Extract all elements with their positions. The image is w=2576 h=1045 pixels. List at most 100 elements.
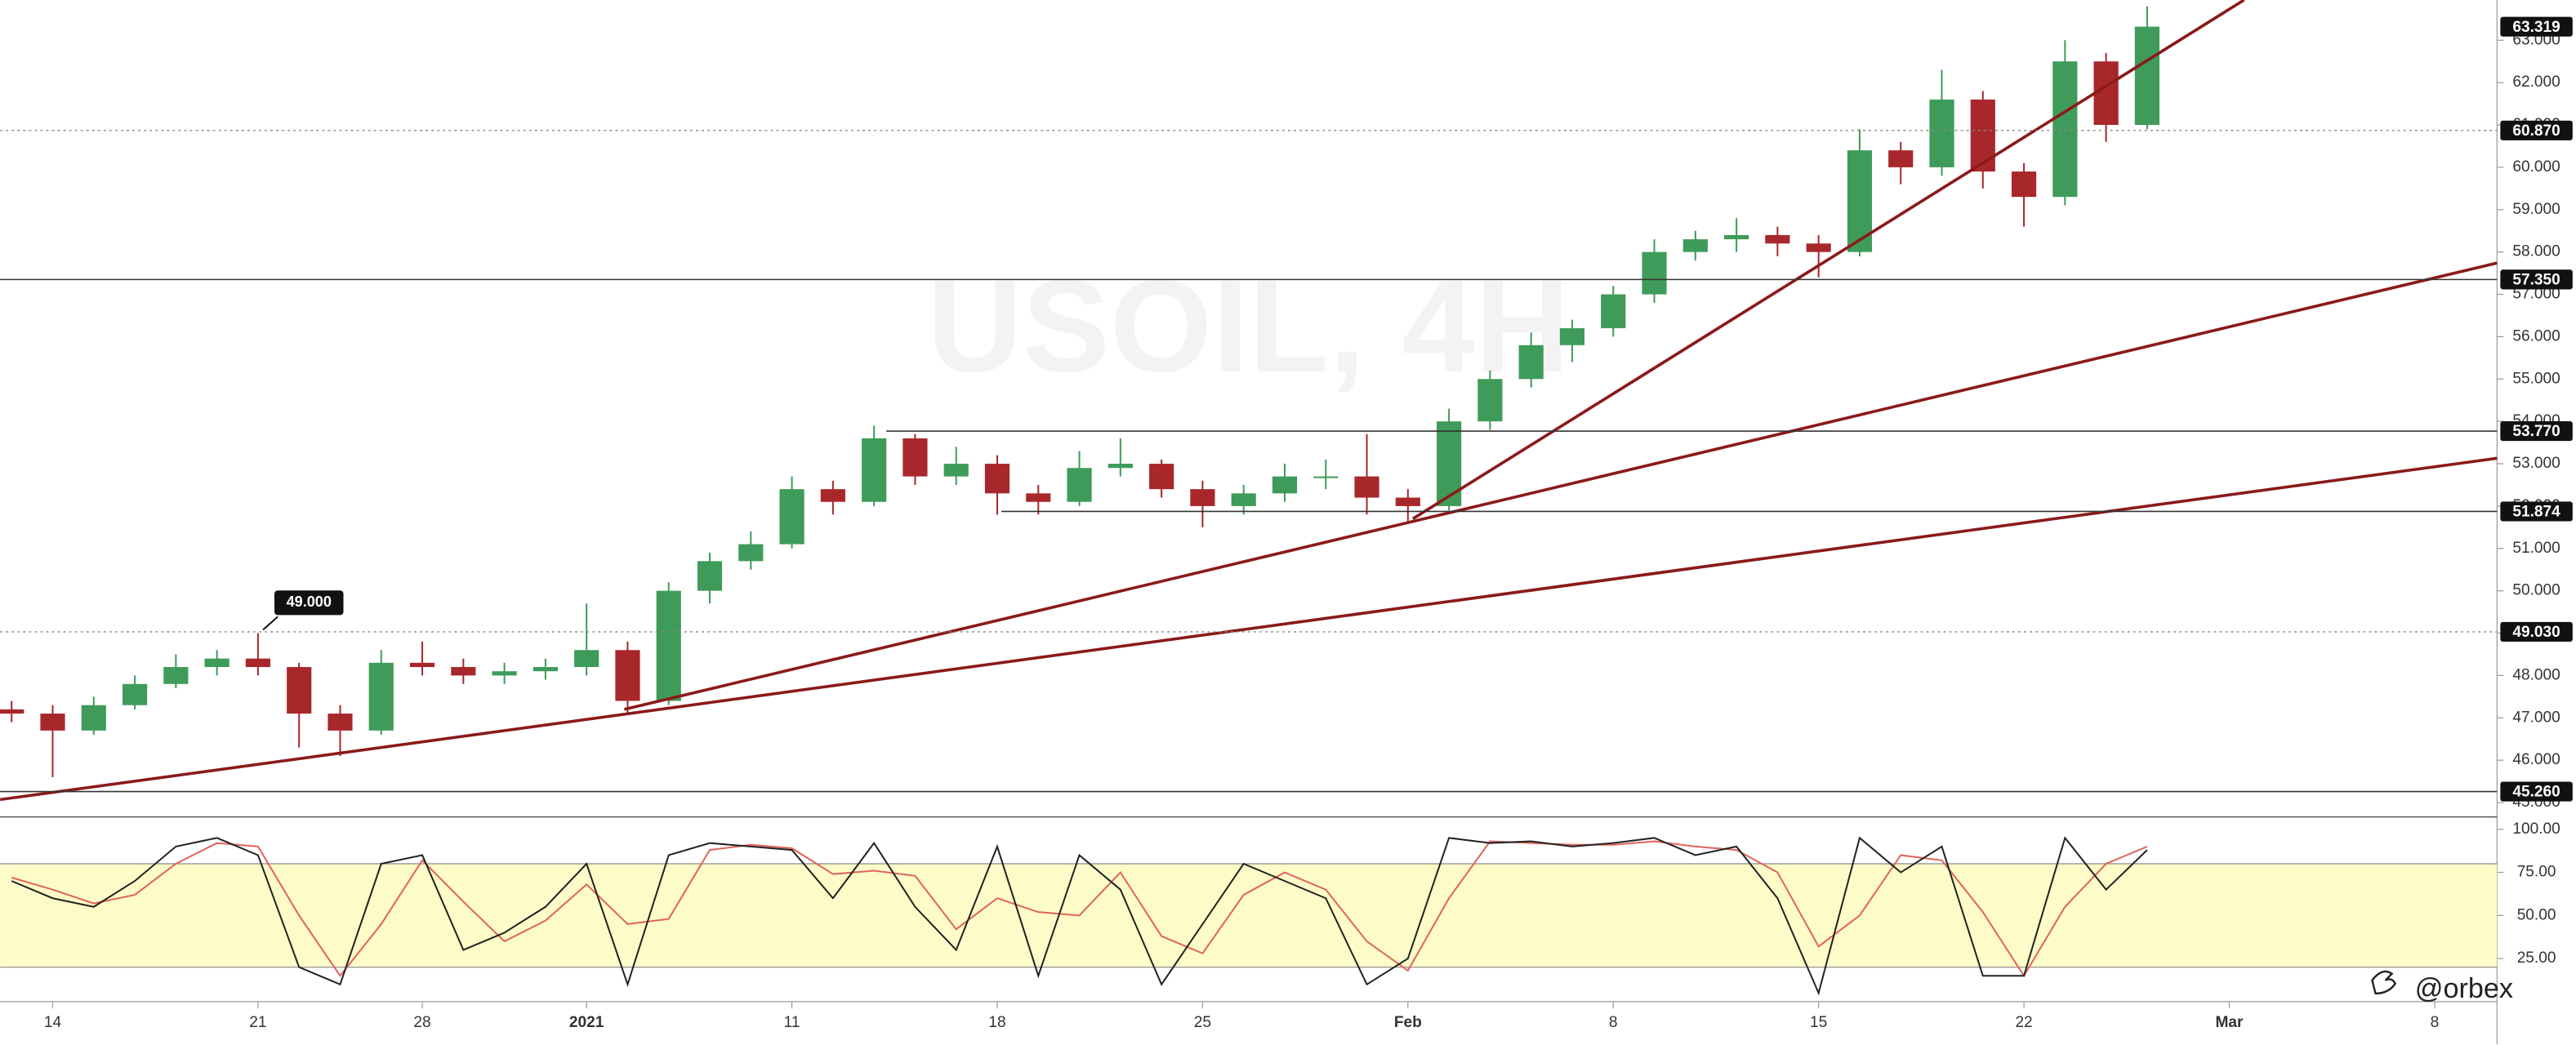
level-tag — [2500, 16, 2573, 37]
y-tick-label: 53.000 — [2512, 455, 2560, 472]
candle-body — [1437, 421, 1462, 506]
level-label: 63.319 — [2512, 19, 2560, 36]
y-tick-label: 62.000 — [2512, 73, 2560, 91]
candle-body — [820, 489, 845, 502]
candle-body — [1642, 251, 1667, 295]
candle-body — [738, 544, 764, 562]
y-tick-label: 55.000 — [2512, 370, 2560, 387]
candle-body — [409, 662, 435, 668]
candle-body — [1272, 476, 1298, 494]
candle-body — [1190, 489, 1215, 506]
candle-body — [1559, 328, 1585, 345]
candle-body — [862, 438, 887, 502]
candle-body — [40, 714, 65, 731]
candle-body — [492, 671, 517, 676]
candle-body — [1847, 150, 1873, 252]
band — [0, 864, 2498, 967]
level-tag — [2500, 501, 2573, 522]
candle-body — [328, 714, 353, 731]
candle-body — [1806, 243, 1831, 252]
logo: @orbex — [2415, 973, 2513, 1004]
candle-body — [574, 650, 599, 668]
level-label: 45.260 — [2512, 784, 2560, 801]
x-tick-label: 14 — [44, 1014, 62, 1031]
x-tick-label: 15 — [1810, 1014, 1827, 1031]
x-tick-label: Feb — [1394, 1014, 1422, 1031]
candle-body — [697, 561, 723, 591]
y-tick-label: 48.000 — [2512, 666, 2560, 683]
candle-body — [1354, 476, 1379, 498]
y-tick-label: 60.000 — [2512, 158, 2560, 176]
stochastic-line — [11, 836, 2148, 996]
candle-body — [1682, 239, 1708, 252]
annotation-label: 49.000 — [287, 594, 332, 610]
candle-body — [615, 650, 640, 701]
x-tick-label: 28 — [413, 1014, 430, 1031]
candle-body — [163, 667, 189, 684]
level-tag — [2500, 781, 2573, 802]
candle-body — [122, 683, 148, 705]
level-tag — [2500, 120, 2573, 140]
y-tick-label: 59.000 — [2512, 201, 2560, 218]
candle-body — [533, 667, 558, 672]
x-tick-label: 11 — [784, 1014, 800, 1031]
candle-body — [1477, 379, 1503, 422]
candle-body — [1231, 493, 1256, 506]
candle-body — [984, 464, 1010, 494]
y-tick-label: 51.000 — [2512, 540, 2560, 557]
y-tick-label: 47.000 — [2512, 709, 2560, 726]
x-tick-label: 22 — [2015, 1014, 2032, 1031]
y-tick-label: 75.00 — [2517, 864, 2556, 881]
x-tick-label: 8 — [2431, 1014, 2440, 1031]
candle-body — [779, 489, 804, 545]
candle-body — [1313, 476, 1339, 478]
candle-body — [2052, 61, 2078, 198]
candle-body — [1149, 464, 1174, 490]
x-tick-label: 2021 — [569, 1014, 604, 1031]
level-label: 57.350 — [2512, 271, 2560, 288]
candle-body — [1067, 468, 1092, 502]
candle-body — [943, 464, 969, 477]
y-tick-label: 58.000 — [2512, 243, 2560, 260]
candle-body — [245, 658, 270, 668]
level-tag — [2500, 269, 2573, 290]
candle-body — [368, 662, 394, 731]
x-tick-label: 25 — [1194, 1014, 1211, 1031]
candle-body — [451, 667, 476, 676]
trendline — [624, 261, 2498, 711]
y-tick-label: 25.00 — [2517, 949, 2556, 967]
y-tick-label: 57.000 — [2512, 286, 2560, 303]
trendline — [0, 456, 2498, 802]
y-tick-label: 100.00 — [2512, 820, 2560, 838]
candle-body — [902, 438, 928, 477]
candle-body — [0, 709, 25, 714]
x-tick-label: 21 — [249, 1014, 266, 1031]
x-tick-label: 8 — [1609, 1014, 1618, 1031]
y-tick-label: 56.000 — [2512, 327, 2560, 345]
candle-body — [1601, 294, 1626, 329]
candle-body — [1888, 150, 1914, 167]
candle-body — [1026, 493, 1051, 502]
candle-body — [656, 590, 681, 701]
stochastic-line — [11, 840, 2148, 978]
y-tick-label: 50.00 — [2517, 906, 2556, 923]
annotation-pointer — [262, 616, 279, 631]
candle-body — [1765, 234, 1790, 244]
candle-body — [1108, 464, 1133, 469]
y-tick-label: 50.000 — [2512, 582, 2560, 599]
level-tag — [2500, 421, 2573, 442]
level-label: 49.030 — [2512, 624, 2560, 641]
candle-body — [1518, 345, 1544, 380]
candle-body — [2134, 26, 2160, 126]
trendline — [1411, 0, 2245, 520]
candle-body — [287, 667, 312, 714]
level-label: 53.770 — [2512, 423, 2560, 440]
candle-body — [81, 705, 106, 731]
logo-icon — [2371, 970, 2397, 995]
candle-body — [1970, 99, 1995, 172]
level-tag — [2500, 621, 2573, 643]
x-tick-label: Mar — [2215, 1014, 2244, 1031]
candle-body — [1929, 99, 1954, 167]
candle-body — [1395, 497, 1420, 506]
